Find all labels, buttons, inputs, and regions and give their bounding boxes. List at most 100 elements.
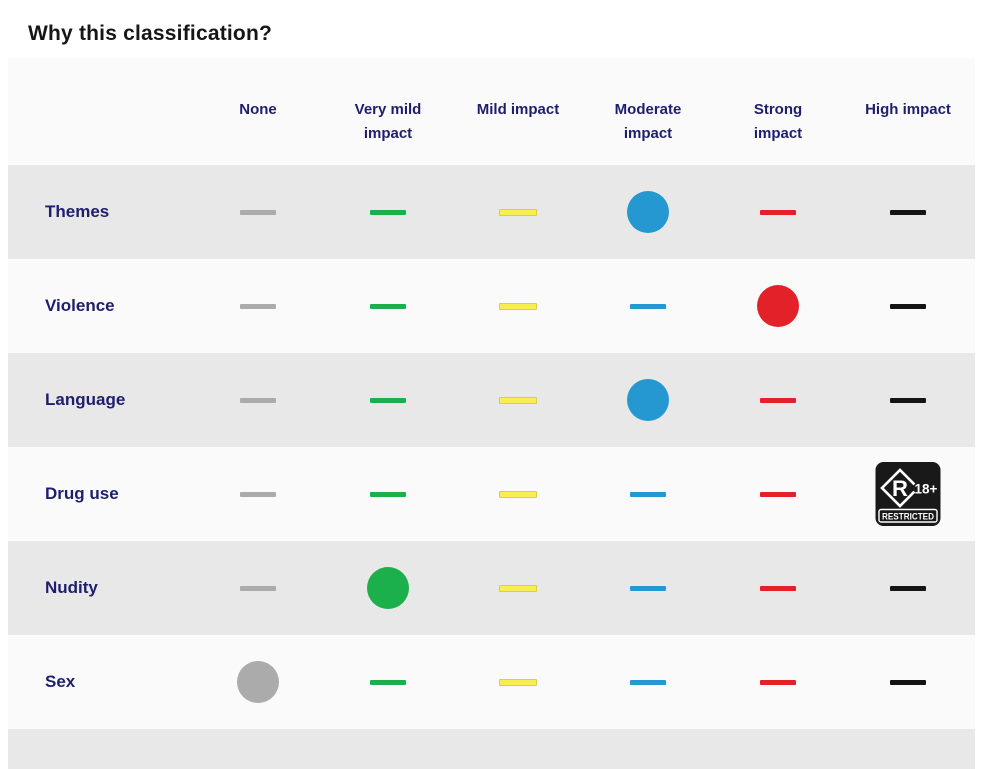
impact-level-dash bbox=[760, 585, 796, 591]
impact-cell-nudity-very-mild bbox=[323, 541, 453, 635]
selected-impact-circle bbox=[627, 191, 669, 233]
impact-cell-themes-very-mild bbox=[323, 165, 453, 259]
impact-cell-themes-moderate bbox=[583, 165, 713, 259]
impact-level-dash bbox=[499, 678, 537, 686]
impact-cell-violence-none bbox=[193, 259, 323, 353]
impact-cell-language-very-mild bbox=[323, 353, 453, 447]
row-label-themes: Themes bbox=[45, 202, 110, 221]
impact-cell-language-moderate bbox=[583, 353, 713, 447]
table-header-row: None Very mild impact Mild impact Moderate … bbox=[8, 58, 975, 165]
impact-level-dash bbox=[240, 209, 276, 215]
impact-level-dash bbox=[370, 679, 406, 685]
impact-cell-violence-strong bbox=[713, 259, 843, 353]
impact-cell-drug-use-none bbox=[193, 447, 323, 541]
table-footer-strip bbox=[8, 729, 975, 769]
impact-level-dash bbox=[890, 679, 926, 685]
impact-level-dash bbox=[630, 679, 666, 685]
impact-cell-sex-very-mild bbox=[323, 635, 453, 729]
impact-cell-themes-strong bbox=[713, 165, 843, 259]
table-row-violence: Violence bbox=[8, 259, 975, 353]
impact-level-dash bbox=[890, 585, 926, 591]
impact-cell-violence-very-mild bbox=[323, 259, 453, 353]
impact-cell-sex-high bbox=[843, 635, 973, 729]
impact-level-dash bbox=[890, 209, 926, 215]
impact-cell-violence-high bbox=[843, 259, 973, 353]
row-label-language: Language bbox=[45, 390, 126, 409]
column-header-strong: Strong impact bbox=[713, 58, 843, 165]
impact-cell-drug-use-mild bbox=[453, 447, 583, 541]
impact-cell-violence-moderate bbox=[583, 259, 713, 353]
impact-cell-language-high bbox=[843, 353, 973, 447]
selected-impact-circle bbox=[627, 379, 669, 421]
impact-level-dash bbox=[499, 396, 537, 404]
badge-rating-letter: R bbox=[892, 476, 908, 501]
row-label-sex: Sex bbox=[45, 672, 76, 691]
badge-caption: RESTRICTED bbox=[882, 512, 934, 522]
impact-level-dash bbox=[370, 491, 406, 497]
badge-age-text: 18+ bbox=[915, 482, 938, 497]
row-label-nudity: Nudity bbox=[45, 578, 98, 597]
selected-impact-circle bbox=[367, 567, 409, 609]
table-row-nudity: Nudity bbox=[8, 541, 975, 635]
impact-cell-themes-none bbox=[193, 165, 323, 259]
column-header-label: High impact bbox=[865, 101, 951, 118]
impact-cell-drug-use-very-mild bbox=[323, 447, 453, 541]
impact-level-dash bbox=[240, 585, 276, 591]
column-header-label: Moderate impact bbox=[614, 101, 682, 142]
impact-level-dash bbox=[760, 491, 796, 497]
impact-level-dash bbox=[760, 679, 796, 685]
impact-cell-sex-none bbox=[193, 635, 323, 729]
impact-level-dash bbox=[370, 303, 406, 309]
impact-level-dash bbox=[499, 490, 537, 498]
impact-cell-language-strong bbox=[713, 353, 843, 447]
column-header-moderate: Moderate impact bbox=[583, 58, 713, 165]
table-body: Themes Violence Language Drug use R 18+ RESTRI… bbox=[8, 165, 975, 729]
classification-table: None Very mild impact Mild impact Moderate … bbox=[8, 58, 975, 769]
impact-level-dash bbox=[240, 397, 276, 403]
column-header-label: Mild impact bbox=[476, 101, 560, 118]
impact-level-dash bbox=[760, 209, 796, 215]
impact-cell-nudity-strong bbox=[713, 541, 843, 635]
impact-cell-nudity-moderate bbox=[583, 541, 713, 635]
impact-level-dash bbox=[630, 585, 666, 591]
table-row-themes: Themes bbox=[8, 165, 975, 259]
impact-cell-violence-mild bbox=[453, 259, 583, 353]
impact-cell-themes-mild bbox=[453, 165, 583, 259]
impact-level-dash bbox=[630, 491, 666, 497]
selected-impact-circle bbox=[237, 661, 279, 703]
impact-cell-nudity-mild bbox=[453, 541, 583, 635]
column-header-label: Very mild impact bbox=[354, 101, 422, 142]
r18-restricted-badge-icon: R 18+ RESTRICTED bbox=[875, 462, 941, 526]
column-header-label: Strong impact bbox=[753, 101, 803, 142]
impact-cell-drug-use-high: R 18+ RESTRICTED bbox=[843, 447, 973, 541]
column-header-label: None bbox=[239, 101, 277, 118]
column-header-mild: Mild impact bbox=[453, 58, 583, 165]
impact-cell-nudity-high bbox=[843, 541, 973, 635]
impact-level-dash bbox=[630, 303, 666, 309]
impact-cell-drug-use-strong bbox=[713, 447, 843, 541]
impact-level-dash bbox=[890, 303, 926, 309]
impact-level-dash bbox=[370, 209, 406, 215]
row-label-drug-use: Drug use bbox=[45, 484, 119, 503]
column-header-none: None bbox=[193, 58, 323, 165]
impact-cell-themes-high bbox=[843, 165, 973, 259]
impact-cell-language-mild bbox=[453, 353, 583, 447]
impact-cell-sex-strong bbox=[713, 635, 843, 729]
page-title: Why this classification? bbox=[28, 22, 273, 46]
impact-level-dash bbox=[370, 397, 406, 403]
impact-level-dash bbox=[499, 584, 537, 592]
impact-cell-sex-mild bbox=[453, 635, 583, 729]
impact-level-dash bbox=[499, 208, 537, 216]
impact-level-dash bbox=[240, 491, 276, 497]
impact-level-dash bbox=[760, 397, 796, 403]
impact-cell-drug-use-moderate bbox=[583, 447, 713, 541]
impact-level-dash bbox=[240, 303, 276, 309]
impact-cell-nudity-none bbox=[193, 541, 323, 635]
column-header-very-mild: Very mild impact bbox=[323, 58, 453, 165]
impact-cell-sex-moderate bbox=[583, 635, 713, 729]
table-row-language: Language bbox=[8, 353, 975, 447]
selected-impact-circle bbox=[757, 285, 799, 327]
column-header-high: High impact bbox=[843, 58, 973, 165]
table-header-corner bbox=[8, 58, 193, 165]
impact-cell-language-none bbox=[193, 353, 323, 447]
